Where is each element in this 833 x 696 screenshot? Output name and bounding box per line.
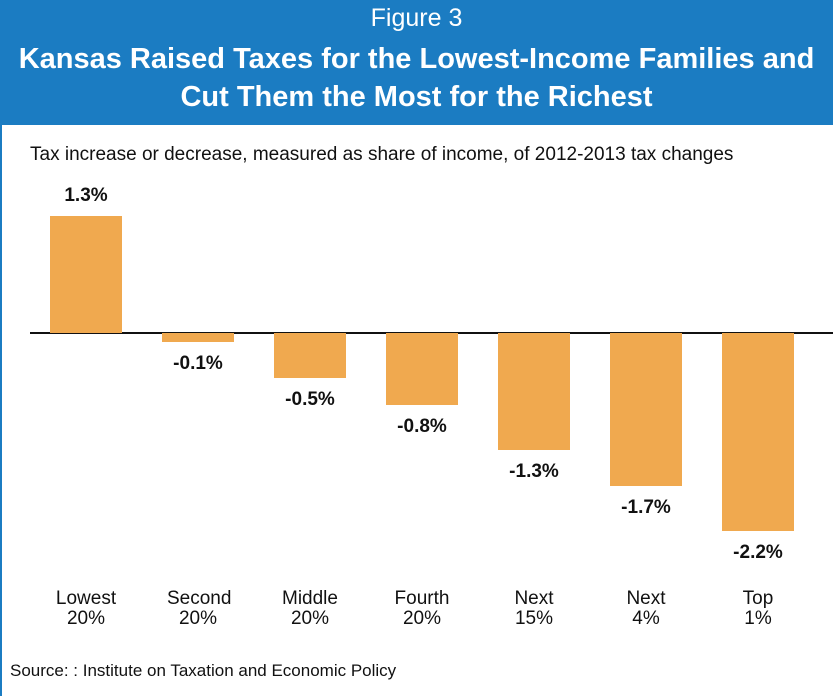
bar: [610, 333, 682, 486]
x-tick-label: Second 20%: [167, 588, 232, 629]
x-tick-label: Fourth 20%: [394, 588, 450, 629]
x-tick-label: Middle 20%: [282, 588, 338, 629]
bar: [386, 333, 458, 405]
bar: [274, 333, 346, 378]
chart-title: Kansas Raised Taxes for the Lowest-Incom…: [18, 43, 815, 113]
bar: [722, 333, 794, 531]
subtitle: Tax increase or decrease, measured as sh…: [30, 144, 734, 165]
source: Source: : Institute on Taxation and Econ…: [10, 661, 397, 680]
frame-border: [0, 125, 2, 696]
x-tick-label: Next 15%: [514, 588, 554, 629]
figure-label: Figure 3: [370, 4, 463, 32]
value-label: -1.7%: [621, 497, 671, 518]
value-label: 1.3%: [64, 185, 107, 206]
bar: [50, 216, 122, 333]
header: Figure 3 Kansas Raised Taxes for the Low…: [0, 0, 833, 125]
value-label: -1.3%: [509, 461, 559, 482]
value-label: -0.5%: [285, 389, 335, 410]
bar: [498, 333, 570, 450]
x-tick-label: Lowest 20%: [55, 588, 117, 629]
value-label: -0.8%: [397, 416, 447, 437]
value-label: -2.2%: [733, 542, 783, 563]
bar: [162, 333, 234, 342]
x-tick-label: Top 1%: [742, 588, 774, 629]
x-tick-label: Next 4%: [626, 588, 666, 629]
value-label: -0.1%: [173, 353, 223, 374]
